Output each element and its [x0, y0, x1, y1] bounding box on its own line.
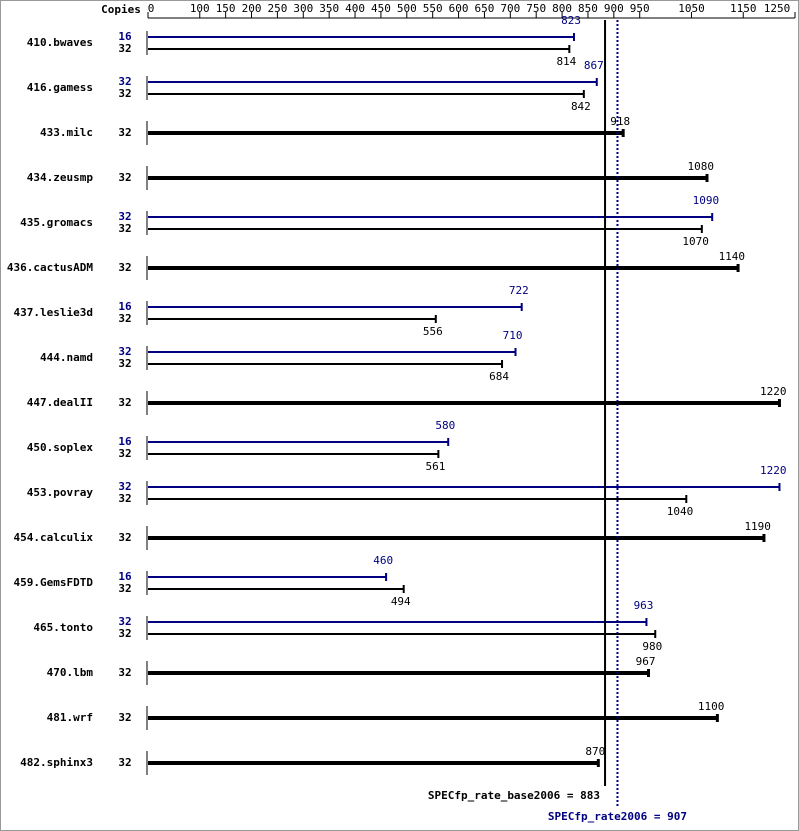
value-label: 1090	[693, 194, 720, 207]
benchmark-name: 435.gromacs	[20, 216, 93, 229]
copies-label: 32	[118, 171, 131, 184]
benchmark-name: 436.cactusADM	[7, 261, 93, 274]
copies-label: 16	[118, 30, 132, 43]
reference-label: SPECfp_rate_base2006 = 883	[428, 789, 600, 802]
copies-label: 32	[118, 480, 131, 493]
x-tick-label: 350	[319, 2, 339, 15]
copies-label: 32	[118, 447, 131, 460]
value-label: 1100	[698, 700, 725, 713]
copies-label: 32	[118, 531, 131, 544]
x-tick-label: 1150	[730, 2, 757, 15]
copies-label: 32	[118, 42, 131, 55]
copies-label: 32	[118, 582, 131, 595]
copies-label: 32	[118, 345, 131, 358]
x-tick-label: 100	[190, 2, 210, 15]
copies-label: 32	[118, 75, 131, 88]
benchmark-name: 450.soplex	[27, 441, 94, 454]
copies-label: 32	[118, 261, 131, 274]
x-tick-label: 400	[345, 2, 365, 15]
x-tick-label: 950	[630, 2, 650, 15]
copies-label: 32	[118, 492, 131, 505]
value-label: 963	[634, 599, 654, 612]
copies-label: 32	[118, 756, 131, 769]
value-label: 460	[373, 554, 393, 567]
copies-label: 32	[118, 87, 131, 100]
x-tick-label: 300	[293, 2, 313, 15]
value-label: 580	[435, 419, 455, 432]
x-tick-label: 900	[604, 2, 624, 15]
copies-label: 32	[118, 126, 131, 139]
copies-label: 32	[118, 210, 131, 223]
copies-label: 32	[118, 396, 131, 409]
x-tick-label: 750	[526, 2, 546, 15]
value-label: 842	[571, 100, 591, 113]
x-tick-label: 550	[423, 2, 443, 15]
benchmark-name: 444.namd	[40, 351, 93, 364]
value-label: 1220	[760, 464, 787, 477]
copies-label: 32	[118, 666, 131, 679]
x-tick-label: 500	[397, 2, 417, 15]
value-label: 980	[642, 640, 662, 653]
copies-label: 32	[118, 222, 131, 235]
benchmark-name: 434.zeusmp	[27, 171, 94, 184]
copies-label: 32	[118, 312, 131, 325]
value-label: 1140	[719, 250, 746, 263]
benchmark-name: 453.povray	[27, 486, 94, 499]
value-label: 710	[503, 329, 523, 342]
benchmark-name: 459.GemsFDTD	[14, 576, 94, 589]
reference-label: SPECfp_rate2006 = 907	[548, 810, 687, 823]
copies-label: 16	[118, 435, 132, 448]
copies-label: 32	[118, 615, 131, 628]
value-label: 967	[636, 655, 656, 668]
value-label: 867	[584, 59, 604, 72]
copies-label: 32	[118, 357, 131, 370]
value-label: 494	[391, 595, 411, 608]
benchmark-name: 465.tonto	[33, 621, 93, 634]
value-label: 870	[585, 745, 605, 758]
x-tick-label: 0	[148, 2, 155, 15]
benchmark-name: 470.lbm	[47, 666, 94, 679]
x-tick-label: 700	[500, 2, 520, 15]
value-label: 684	[489, 370, 509, 383]
benchmark-name: 482.sphinx3	[20, 756, 93, 769]
copies-label: 32	[118, 711, 131, 724]
copies-label: 32	[118, 627, 131, 640]
x-tick-label: 600	[449, 2, 469, 15]
x-tick-label: 1250	[764, 2, 791, 15]
value-label: 556	[423, 325, 443, 338]
benchmark-name: 416.gamess	[27, 81, 93, 94]
benchmark-name: 447.dealII	[27, 396, 93, 409]
x-tick-label: 1050	[678, 2, 705, 15]
x-tick-label: 150	[216, 2, 236, 15]
value-label: 1070	[682, 235, 709, 248]
value-label: 1220	[760, 385, 787, 398]
benchmark-name: 433.milc	[40, 126, 93, 139]
value-label: 1040	[667, 505, 694, 518]
value-label: 814	[556, 55, 576, 68]
benchmark-name: 410.bwaves	[27, 36, 93, 49]
x-tick-label: 250	[267, 2, 287, 15]
benchmark-name: 437.leslie3d	[14, 306, 93, 319]
x-tick-label: 800	[552, 2, 572, 15]
copies-header: Copies	[101, 3, 141, 16]
copies-label: 16	[118, 570, 132, 583]
benchmark-name: 481.wrf	[47, 711, 93, 724]
value-label: 918	[610, 115, 630, 128]
x-tick-label: 450	[371, 2, 391, 15]
x-tick-label: 650	[475, 2, 495, 15]
x-tick-label: 850	[578, 2, 598, 15]
value-label: 722	[509, 284, 529, 297]
copies-label: 16	[118, 300, 132, 313]
value-label: 1080	[688, 160, 715, 173]
x-tick-label: 200	[242, 2, 262, 15]
benchmark-name: 454.calculix	[14, 531, 94, 544]
value-label: 823	[561, 14, 581, 27]
value-label: 1190	[744, 520, 771, 533]
value-label: 561	[425, 460, 445, 473]
